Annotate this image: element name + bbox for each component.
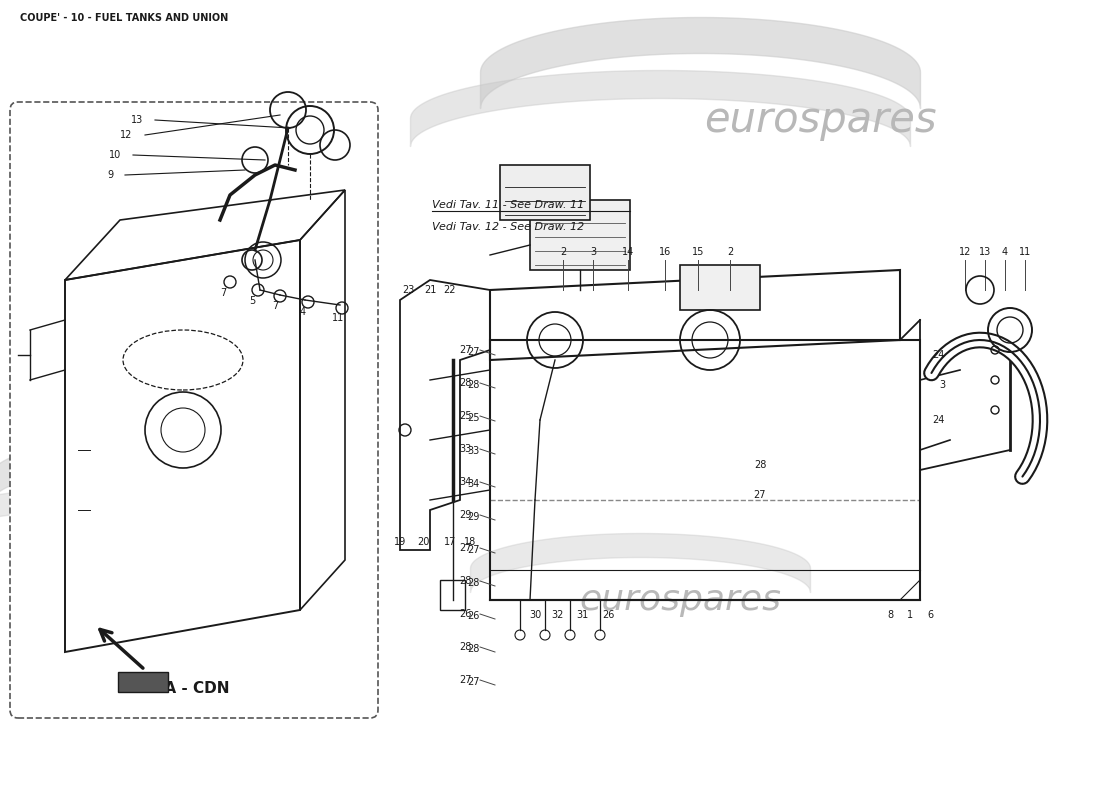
Text: 8: 8 bbox=[887, 610, 893, 620]
Text: 30: 30 bbox=[529, 610, 541, 620]
Text: 15: 15 bbox=[692, 247, 704, 257]
Text: 26: 26 bbox=[602, 610, 614, 620]
Text: COUPE' - 10 - FUEL TANKS AND UNION: COUPE' - 10 - FUEL TANKS AND UNION bbox=[20, 13, 229, 23]
Text: 27: 27 bbox=[460, 675, 472, 685]
Text: eurospares: eurospares bbox=[579, 583, 781, 617]
Bar bbox=[530, 200, 630, 270]
Text: 28: 28 bbox=[754, 460, 767, 470]
Text: Vedi Tav. 12 - See Draw. 12: Vedi Tav. 12 - See Draw. 12 bbox=[432, 222, 584, 232]
Text: 25: 25 bbox=[460, 411, 472, 421]
Text: 10: 10 bbox=[109, 150, 121, 160]
Text: 28: 28 bbox=[468, 644, 480, 654]
Text: 31: 31 bbox=[576, 610, 588, 620]
Text: 28: 28 bbox=[460, 642, 472, 652]
Text: 33: 33 bbox=[460, 444, 472, 454]
Text: 34: 34 bbox=[468, 479, 480, 489]
Text: 27: 27 bbox=[468, 347, 480, 357]
Text: 9: 9 bbox=[107, 170, 113, 180]
Text: 29: 29 bbox=[460, 510, 472, 520]
Text: 27: 27 bbox=[460, 543, 472, 553]
Text: eurospares: eurospares bbox=[704, 99, 936, 141]
Text: 7: 7 bbox=[272, 301, 278, 311]
Text: 20: 20 bbox=[417, 537, 429, 547]
Bar bbox=[440, 580, 465, 610]
Text: 27: 27 bbox=[754, 490, 767, 500]
Text: 33: 33 bbox=[468, 446, 480, 456]
Text: 22: 22 bbox=[443, 285, 456, 295]
Text: 19: 19 bbox=[394, 537, 406, 547]
Text: 2: 2 bbox=[727, 247, 733, 257]
Text: Vedi Tav. 11 - See Draw. 11: Vedi Tav. 11 - See Draw. 11 bbox=[432, 200, 584, 210]
Text: 14: 14 bbox=[621, 247, 634, 257]
Text: 28: 28 bbox=[460, 378, 472, 388]
Text: 13: 13 bbox=[979, 247, 991, 257]
Text: 28: 28 bbox=[468, 380, 480, 390]
Text: 24: 24 bbox=[933, 415, 945, 425]
Text: 4: 4 bbox=[300, 307, 306, 317]
Text: 26: 26 bbox=[460, 609, 472, 619]
Text: 27: 27 bbox=[460, 345, 472, 355]
Text: 32: 32 bbox=[552, 610, 564, 620]
Text: 18: 18 bbox=[464, 537, 476, 547]
Text: 21: 21 bbox=[424, 285, 437, 295]
Text: 11: 11 bbox=[332, 313, 344, 323]
Text: 3: 3 bbox=[590, 247, 596, 257]
Text: 4: 4 bbox=[1002, 247, 1008, 257]
Text: 17: 17 bbox=[443, 537, 456, 547]
Text: 27: 27 bbox=[468, 545, 480, 555]
Text: 29: 29 bbox=[468, 512, 480, 522]
Bar bbox=[118, 672, 168, 692]
Text: eurospares: eurospares bbox=[91, 496, 309, 534]
FancyBboxPatch shape bbox=[10, 102, 378, 718]
Text: 26: 26 bbox=[468, 611, 480, 621]
Text: 13: 13 bbox=[131, 115, 143, 125]
Text: 7: 7 bbox=[220, 288, 227, 298]
Text: 5: 5 bbox=[249, 296, 255, 306]
Text: 6: 6 bbox=[927, 610, 933, 620]
Bar bbox=[680, 265, 760, 310]
Text: 27: 27 bbox=[468, 677, 480, 687]
Text: 12: 12 bbox=[959, 247, 971, 257]
Text: 12: 12 bbox=[120, 130, 132, 140]
Text: 34: 34 bbox=[460, 477, 472, 487]
Text: 16: 16 bbox=[659, 247, 671, 257]
Text: 23: 23 bbox=[402, 285, 415, 295]
Text: 2: 2 bbox=[560, 247, 566, 257]
Text: 3: 3 bbox=[939, 380, 945, 390]
Text: 1: 1 bbox=[906, 610, 913, 620]
Text: 28: 28 bbox=[468, 578, 480, 588]
Text: 24: 24 bbox=[933, 350, 945, 360]
Text: 28: 28 bbox=[460, 576, 472, 586]
Text: 11: 11 bbox=[1019, 247, 1031, 257]
Text: USA - CDN: USA - CDN bbox=[141, 681, 229, 696]
Bar bbox=[500, 165, 590, 220]
Text: 25: 25 bbox=[468, 413, 480, 423]
